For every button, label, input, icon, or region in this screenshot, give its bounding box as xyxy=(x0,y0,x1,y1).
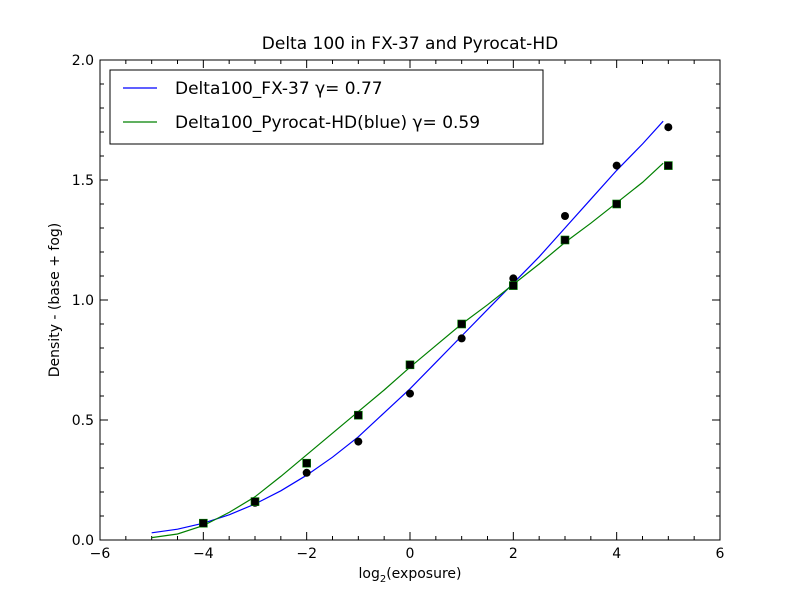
series-fit-line-0 xyxy=(151,120,664,534)
data-point-square xyxy=(199,518,208,528)
data-point-circle xyxy=(561,212,569,220)
x-tick-label: 4 xyxy=(612,546,621,562)
data-point-circle xyxy=(406,389,414,398)
data-point-square xyxy=(560,235,570,245)
y-tick-label: 2.0 xyxy=(72,53,94,69)
legend-box xyxy=(109,69,544,145)
data-point-circle xyxy=(457,334,466,343)
data-point-square xyxy=(664,161,673,170)
x-tick-label: 6 xyxy=(716,546,725,562)
data-point-circle xyxy=(612,161,621,170)
data-point-square xyxy=(457,319,466,329)
y-axis-label: Density - (base + fog) xyxy=(47,223,63,378)
data-point-circle xyxy=(509,274,518,283)
data-point-square xyxy=(612,199,621,209)
x-axis-tick-labels: −6 −4 −2 0 2 4 6 xyxy=(90,546,725,562)
legend-label-fx37-main: Delta100_FX-37 xyxy=(175,79,315,99)
x-tick-label: −4 xyxy=(193,546,214,562)
x-axis-label: log2(exposure) xyxy=(359,566,462,585)
data-point-circle xyxy=(354,437,363,446)
legend-label-pyrocat: Delta100_Pyrocat-HD(blue) γ= 0.59 xyxy=(175,113,480,133)
data-point-circle xyxy=(664,123,673,132)
x-tick-label: −2 xyxy=(296,546,317,562)
data-point-circle xyxy=(302,468,311,477)
y-axis-tick-labels: 0.0 0.5 1.0 1.5 2.0 xyxy=(72,53,94,549)
data-point-square xyxy=(302,458,311,468)
y-tick-label: 1.0 xyxy=(72,293,94,309)
legend: Delta100_FX-37 γ= 0.77 Delta100_Pyrocat-… xyxy=(109,69,544,145)
x-axis-label-rest: (exposure) xyxy=(386,566,461,582)
data-point-square xyxy=(250,497,260,506)
y-tick-label: 0.5 xyxy=(72,413,94,429)
series-layer xyxy=(151,120,673,539)
x-axis-label-base: log xyxy=(359,566,380,582)
data-point-square xyxy=(354,410,363,420)
legend-label-fx37-gamma: γ= 0.77 xyxy=(315,79,383,99)
x-tick-label: 2 xyxy=(509,546,518,562)
legend-label-fx37: Delta100_FX-37 γ= 0.77 xyxy=(175,79,383,99)
y-tick-label: 0.0 xyxy=(72,533,94,549)
data-point-square xyxy=(405,360,415,370)
x-axis-label-subscript: 2 xyxy=(380,574,386,585)
legend-label-pyrocat-main: Delta100_Pyrocat-HD(blue) xyxy=(175,113,413,133)
chart-title: Delta 100 in FX-37 and Pyrocat-HD xyxy=(262,34,558,54)
x-tick-label: 0 xyxy=(406,546,415,562)
x-tick-label: −6 xyxy=(90,546,111,562)
axis-ticks xyxy=(99,59,721,541)
y-tick-label: 1.5 xyxy=(72,173,94,189)
data-point-square xyxy=(509,281,518,290)
legend-label-pyrocat-gamma: γ= 0.59 xyxy=(413,113,481,133)
